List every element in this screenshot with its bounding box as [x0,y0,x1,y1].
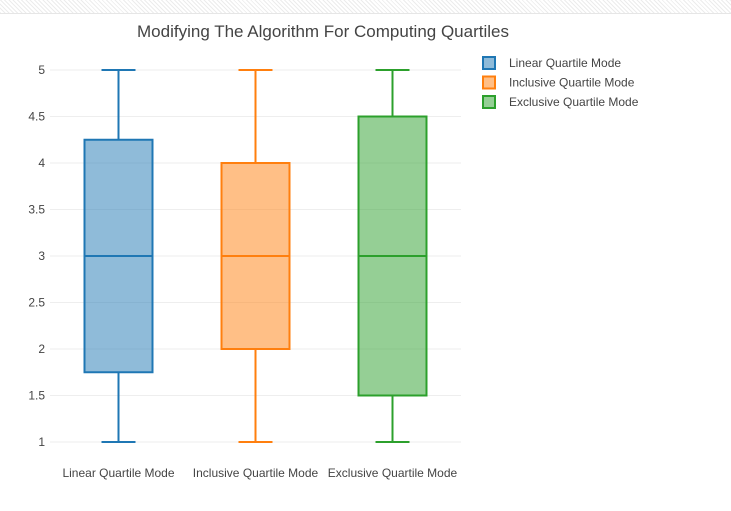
legend: Linear Quartile Mode Inclusive Quartile M… [482,56,639,109]
legend-swatch [482,95,496,109]
y-axis-ticks: 1 1.5 2 2.5 3 3.5 4 4.5 5 [28,63,45,449]
y-tick-label: 3.5 [28,203,45,217]
x-tick-label: Linear Quartile Mode [62,466,174,480]
legend-label: Linear Quartile Mode [509,56,621,70]
top-strip [0,0,731,14]
box-trace [220,69,291,443]
x-tick-label: Exclusive Quartile Mode [328,466,458,480]
y-tick-label: 3 [38,249,45,263]
x-axis-ticks: Linear Quartile Mode Inclusive Quartile M… [62,466,457,480]
legend-label: Inclusive Quartile Mode [509,76,635,90]
chart-title: Modifying The Algorithm For Computing Qu… [137,22,509,41]
box-trace [357,69,428,443]
box-trace [83,69,154,443]
y-tick-label: 4.5 [28,110,45,124]
y-tick-label: 1.5 [28,389,45,403]
y-tick-label: 1 [38,435,45,449]
y-tick-label: 2.5 [28,296,45,310]
legend-item[interactable]: Exclusive Quartile Mode [482,95,639,109]
y-tick-label: 5 [38,63,45,77]
y-tick-label: 4 [38,156,45,170]
box-plot-traces [83,69,428,443]
legend-item[interactable]: Linear Quartile Mode [482,56,621,70]
y-tick-label: 2 [38,342,45,356]
legend-swatch [482,56,496,70]
legend-item[interactable]: Inclusive Quartile Mode [482,75,635,90]
legend-swatch [482,75,496,90]
x-tick-label: Inclusive Quartile Mode [193,466,319,480]
legend-label: Exclusive Quartile Mode [509,95,639,109]
